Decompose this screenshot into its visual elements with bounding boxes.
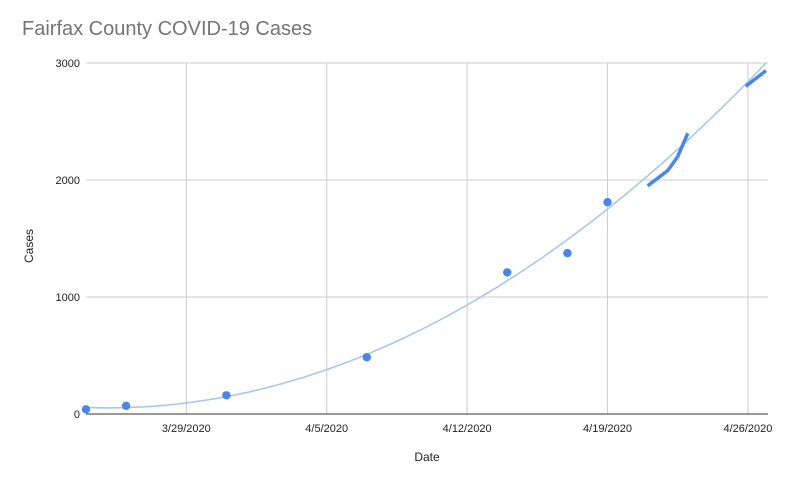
data-point — [222, 391, 231, 400]
x-tick-label: 3/29/2020 — [162, 423, 211, 435]
trendline-layer — [85, 62, 767, 409]
x-tick-label: 4/12/2020 — [443, 423, 492, 435]
y-tick-label: 1000 — [56, 292, 80, 304]
data-point — [81, 405, 91, 414]
data-point — [563, 248, 572, 258]
series-line — [646, 132, 690, 188]
trendline — [85, 62, 767, 409]
y-tick-label: 0 — [74, 409, 80, 421]
x-tick-label: 4/26/2020 — [723, 423, 772, 435]
x-tick-label: 4/19/2020 — [583, 423, 632, 435]
y-axis-title: Cases — [22, 229, 36, 263]
x-tick-label: 4/5/2020 — [305, 423, 348, 435]
label-layer: 0 1000 2000 3000 3/29/2020 4/5/2020 4/12/2020 4… — [56, 58, 773, 435]
data-point — [121, 401, 131, 411]
y-tick-label: 3000 — [56, 58, 80, 70]
data-point — [362, 353, 372, 362]
x-axis-title: Date — [414, 450, 440, 464]
series-layer — [81, 69, 768, 414]
data-point — [503, 268, 512, 277]
y-tick-label: 2000 — [56, 175, 80, 187]
series-line — [744, 69, 768, 88]
chart-title: Fairfax County COVID-19 Cases — [22, 18, 313, 40]
data-point — [603, 198, 612, 207]
grid-layer — [86, 62, 768, 414]
